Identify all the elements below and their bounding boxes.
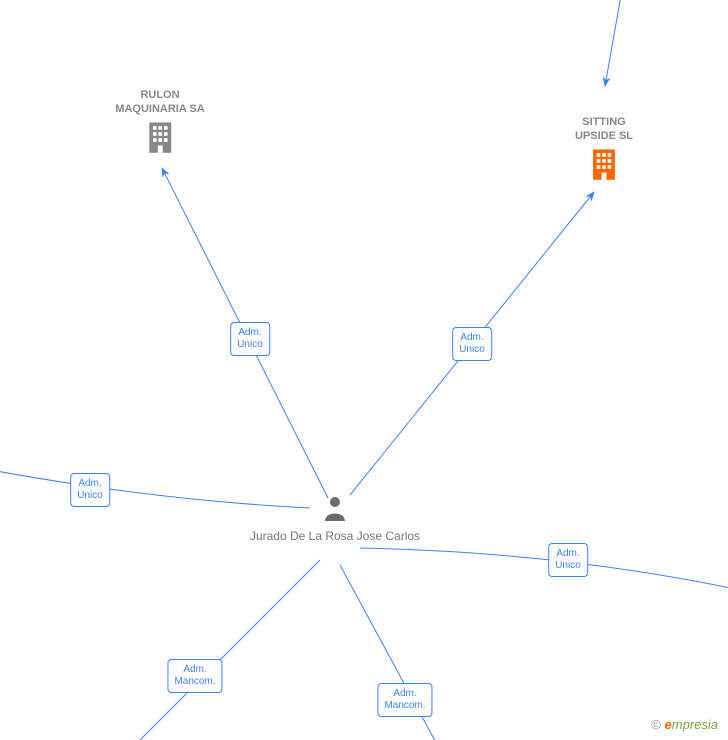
edge-label: Adm. Unico: [548, 543, 588, 577]
person-node[interactable]: Jurado De La Rosa Jose Carlos: [250, 495, 420, 544]
company-label: RULON MAQUINARIA SA: [115, 88, 204, 116]
watermark: © empresia: [651, 717, 718, 732]
company-node[interactable]: RULON MAQUINARIA SA: [115, 88, 204, 161]
edges-layer: [0, 0, 728, 740]
edge: [130, 560, 320, 740]
edge-label: Adm. Unico: [230, 322, 270, 356]
company-node[interactable]: SITTING UPSIDE SL: [575, 115, 633, 188]
building-icon: [575, 147, 633, 188]
brand-first-letter: e: [665, 717, 672, 732]
edge: [360, 548, 728, 590]
edge-label: Adm. Unico: [70, 473, 110, 507]
person-label: Jurado De La Rosa Jose Carlos: [250, 529, 420, 544]
edge-label: Adm. Mancom.: [167, 659, 222, 693]
person-icon: [250, 495, 420, 527]
edge-label: Adm. Unico: [452, 327, 492, 361]
edge-label: Adm. Mancom.: [377, 683, 432, 717]
building-icon: [115, 120, 204, 161]
copyright-symbol: ©: [651, 717, 661, 732]
brand-rest: mpresia: [672, 717, 718, 732]
edge: [605, 0, 622, 86]
company-label: SITTING UPSIDE SL: [575, 115, 633, 143]
